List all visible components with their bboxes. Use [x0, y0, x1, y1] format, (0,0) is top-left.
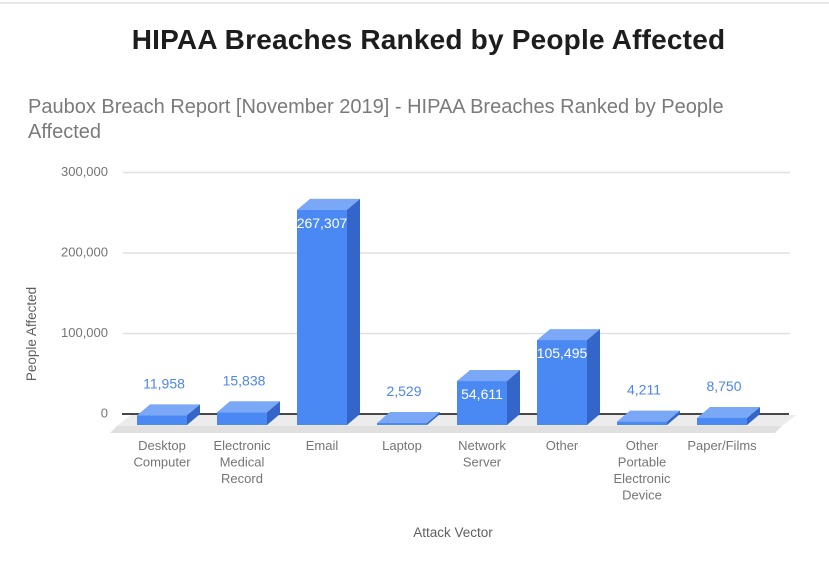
- axis-titles: People Affected Attack Vector: [24, 287, 493, 540]
- x-category-label: Other Portable Electronic Device: [613, 438, 671, 503]
- bar-front-face: [457, 381, 507, 425]
- x-category-label: Electronic Medical Record: [213, 438, 271, 486]
- bar-side-face: [267, 401, 280, 425]
- x-axis-category-labels: Desktop Computer Electronic Medical Record Em…: [133, 438, 757, 503]
- bar-5: [537, 329, 600, 425]
- bar-value-label: 105,495: [537, 345, 588, 361]
- x-category-label: Email: [306, 438, 339, 453]
- bar-top-face: [137, 404, 200, 416]
- bar-front-face: [697, 417, 747, 425]
- x-category-label: Network Server: [458, 438, 506, 470]
- bar-front-face: [137, 415, 187, 425]
- bar-top-face: [537, 329, 600, 341]
- bar-7: [697, 406, 760, 425]
- bar-front-face: [537, 340, 587, 425]
- y-tick-label: 200,000: [61, 244, 108, 259]
- bar-value-labels: 11,958 15,838 267,307 2,529 54,611 105,495 4,2…: [143, 215, 742, 402]
- bar-top-face: [697, 406, 760, 418]
- x-category-label: Other: [546, 438, 579, 453]
- bar-value-label: 4,211: [627, 382, 661, 398]
- bar-0: [137, 404, 200, 425]
- bar-top-face: [217, 401, 280, 413]
- y-tick-label: 300,000: [61, 164, 108, 179]
- bar-side-face: [747, 406, 760, 425]
- chart-title: HIPAA Breaches Ranked by People Affected: [131, 24, 726, 55]
- bar-side-face: [427, 411, 440, 425]
- bar-side-face: [667, 410, 680, 425]
- bar-6: [617, 410, 680, 425]
- y-tick-label: 100,000: [61, 325, 108, 340]
- bar-value-label: 11,958: [143, 375, 185, 391]
- x-axis-title: Attack Vector: [413, 525, 493, 540]
- bar-side-face: [507, 370, 520, 425]
- x-category-label: Paper/Films: [687, 438, 757, 453]
- bar-side-face: [587, 329, 600, 425]
- bar-top-face: [457, 370, 520, 382]
- bar-value-label: 54,611: [461, 386, 503, 402]
- bar-front-face: [297, 209, 347, 425]
- bar-3: [377, 411, 440, 425]
- chart-floor: [110, 415, 796, 433]
- bar-front-face: [377, 422, 427, 425]
- bar-4: [457, 370, 520, 425]
- bar-front-face: [617, 421, 667, 425]
- bar-value-label: 2,529: [386, 383, 421, 399]
- bar-top-face: [297, 198, 360, 210]
- bar-value-label: 15,838: [223, 372, 266, 388]
- bar-value-label: 8,750: [706, 378, 741, 394]
- bars: [137, 198, 760, 425]
- bar-top-face: [377, 411, 440, 423]
- chart-subtitle: Paubox Breach Report [November 2019] - H…: [28, 96, 724, 143]
- y-axis-title: People Affected: [24, 287, 39, 381]
- bar-side-face: [347, 198, 360, 425]
- bar-2: [297, 198, 360, 425]
- bar-top-face: [617, 410, 680, 422]
- y-axis-tick-labels: 0 100,000 200,000 300,000: [61, 164, 108, 421]
- y-tick-label: 0: [101, 405, 108, 420]
- gridlines: [123, 171, 790, 335]
- x-category-label: Laptop: [382, 438, 422, 453]
- bar-front-face: [217, 412, 267, 425]
- x-category-label: Desktop Computer: [133, 438, 191, 470]
- bar-value-label: 267,307: [297, 215, 348, 231]
- bar-1: [217, 401, 280, 425]
- bar-side-face: [187, 404, 200, 425]
- floor-front-face: [110, 426, 782, 433]
- top-divider: [0, 2, 829, 4]
